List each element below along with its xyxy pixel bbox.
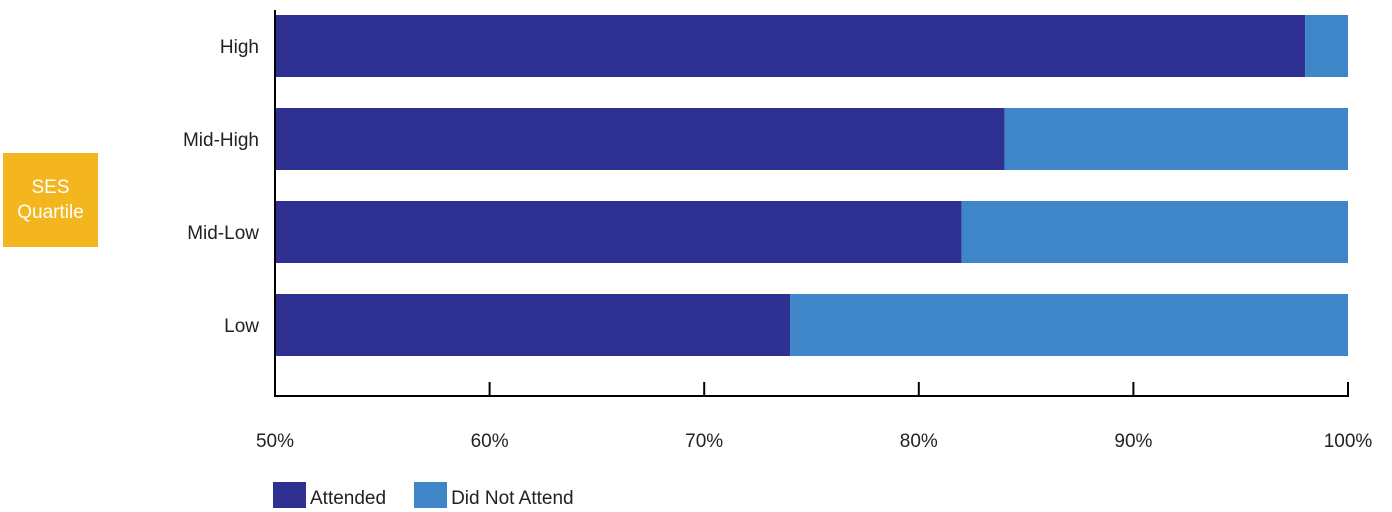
legend: Attended Did Not Attend	[273, 482, 602, 509]
stacked-bar-chart: High Mid-High Mid-Low Low 50% 60% 70% 80% 90% 100…	[183, 10, 1373, 452]
x-tick-label: 60%	[471, 431, 509, 452]
bar-attended-low	[275, 294, 791, 356]
x-tick-label: 90%	[1114, 431, 1152, 452]
bar-did-not-attend-mid-low	[961, 201, 1348, 263]
y-tick-label: High	[220, 37, 259, 58]
legend-label-attended: Attended	[310, 488, 387, 509]
bar-attended-mid-high	[275, 108, 1005, 170]
bar-did-not-attend-low	[790, 294, 1348, 356]
y-tick-label: Mid-High	[183, 130, 259, 151]
legend-label-did-not-attend: Did Not Attend	[451, 488, 574, 509]
legend-item-attended: Attended	[273, 482, 386, 509]
bar-did-not-attend-mid-high	[1004, 108, 1348, 170]
x-tick-label: 50%	[256, 431, 294, 452]
y-tick-label: Mid-Low	[187, 223, 259, 244]
bar-attended-high	[275, 15, 1306, 77]
x-tick-label: 70%	[685, 431, 723, 452]
legend-swatch-attended	[273, 482, 306, 508]
y-tick-label: Low	[224, 316, 259, 337]
legend-item-did-not-attend: Did Not Attend	[414, 482, 574, 509]
x-tick-label: 100%	[1324, 431, 1373, 452]
y-axis-title-line-1: SES	[31, 177, 70, 198]
y-axis-title: SES Quartile	[3, 153, 98, 247]
legend-swatch-did-not-attend	[414, 482, 448, 508]
bar-did-not-attend-high	[1305, 15, 1348, 77]
x-tick-label: 80%	[900, 431, 938, 452]
y-axis-title-line-2: Quartile	[17, 202, 84, 223]
bar-attended-mid-low	[275, 201, 962, 263]
